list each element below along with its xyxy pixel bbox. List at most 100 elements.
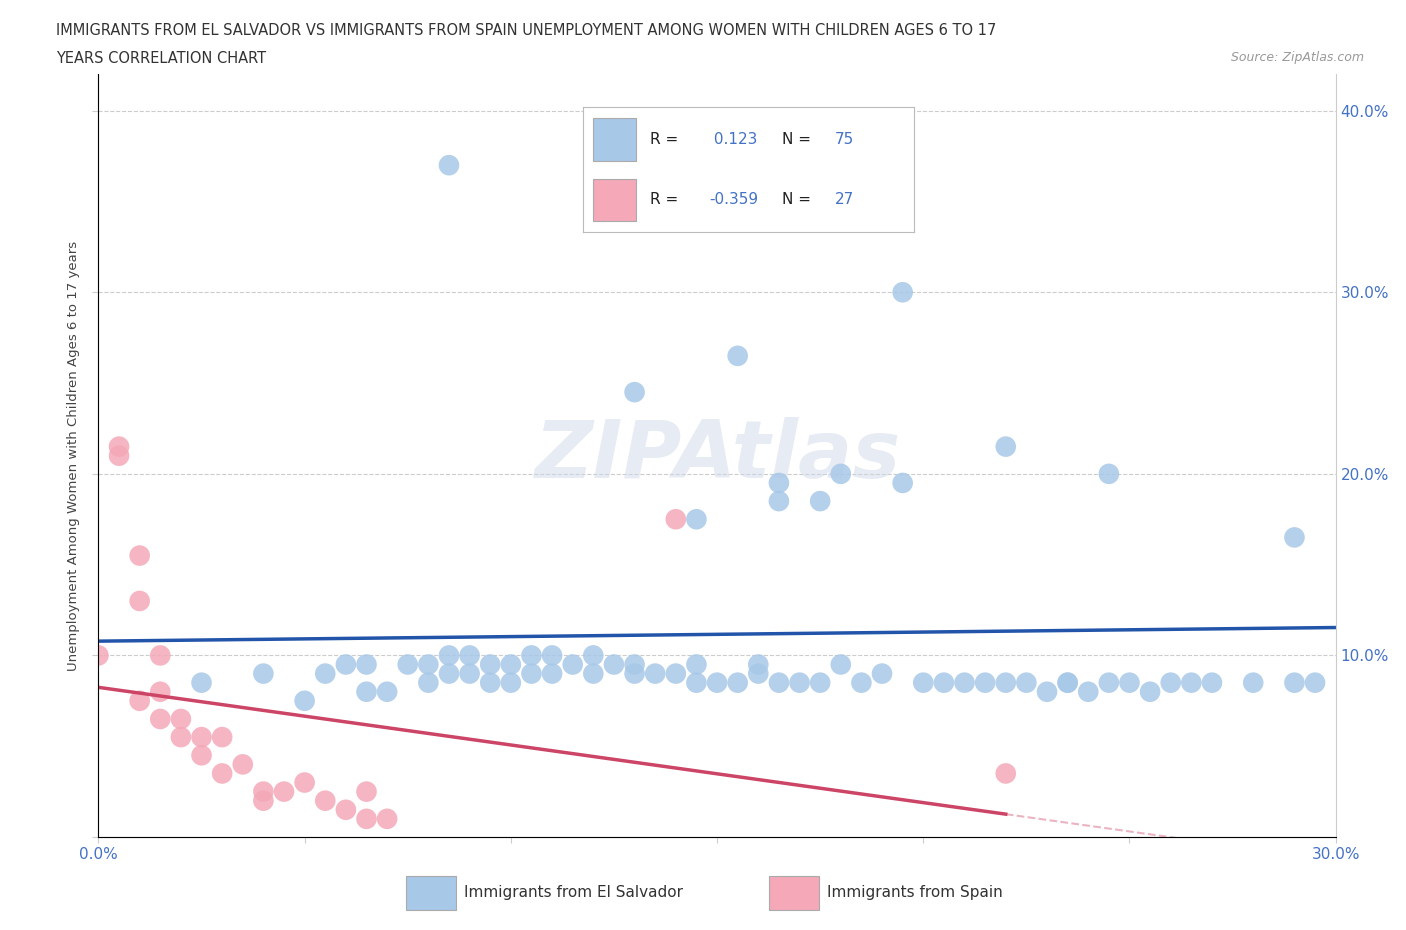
Point [437, 648, 460, 663]
Text: N =: N = [782, 193, 811, 207]
Point [520, 648, 543, 663]
Point [808, 675, 831, 690]
Point [149, 648, 172, 663]
Point [685, 675, 707, 690]
Point [149, 684, 172, 699]
Point [1241, 675, 1264, 690]
Point [1303, 675, 1326, 690]
Point [252, 784, 274, 799]
Point [851, 675, 873, 690]
Point [314, 666, 336, 681]
Point [582, 666, 605, 681]
Point [541, 666, 564, 681]
Point [727, 349, 749, 364]
Point [190, 748, 212, 763]
Point [789, 675, 811, 690]
Point [768, 675, 790, 690]
Point [1015, 675, 1038, 690]
Text: R =: R = [650, 132, 678, 147]
Point [479, 658, 502, 672]
Point [685, 658, 707, 672]
Bar [769, 876, 820, 910]
Point [170, 711, 193, 726]
Point [994, 675, 1017, 690]
Point [582, 648, 605, 663]
Point [190, 675, 212, 690]
Point [603, 658, 626, 672]
Point [644, 666, 666, 681]
Point [1201, 675, 1223, 690]
Point [499, 675, 522, 690]
Bar [405, 876, 456, 910]
Point [314, 793, 336, 808]
Point [1284, 530, 1306, 545]
Point [623, 666, 645, 681]
Point [623, 658, 645, 672]
Point [294, 694, 316, 709]
Point [974, 675, 997, 690]
Text: R =: R = [650, 193, 678, 207]
Point [706, 675, 728, 690]
Point [1036, 684, 1059, 699]
Point [1139, 684, 1161, 699]
Point [747, 658, 769, 672]
Point [499, 658, 522, 672]
Point [768, 475, 790, 490]
Point [211, 766, 233, 781]
Point [418, 675, 440, 690]
Point [437, 666, 460, 681]
Point [418, 658, 440, 672]
Point [232, 757, 254, 772]
Point [891, 285, 914, 299]
Point [458, 648, 481, 663]
Point [685, 512, 707, 526]
Point [356, 784, 378, 799]
Point [170, 730, 193, 745]
Point [211, 730, 233, 745]
Text: 0.123: 0.123 [709, 132, 758, 147]
Point [273, 784, 295, 799]
Point [396, 658, 419, 672]
Point [149, 711, 172, 726]
Point [294, 775, 316, 790]
Text: 27: 27 [835, 193, 853, 207]
Point [932, 675, 955, 690]
Text: Source: ZipAtlas.com: Source: ZipAtlas.com [1230, 51, 1364, 64]
Point [665, 512, 688, 526]
Point [747, 666, 769, 681]
Point [479, 675, 502, 690]
Point [87, 648, 110, 663]
Point [1284, 675, 1306, 690]
Text: ZIPAtlas: ZIPAtlas [534, 417, 900, 495]
Point [953, 675, 976, 690]
Bar [593, 179, 637, 221]
Point [375, 811, 398, 826]
Point [335, 658, 357, 672]
Text: YEARS CORRELATION CHART: YEARS CORRELATION CHART [56, 51, 266, 66]
Point [128, 593, 150, 608]
Point [1098, 467, 1121, 482]
Point [356, 811, 378, 826]
Text: N =: N = [782, 132, 811, 147]
Point [1098, 675, 1121, 690]
Text: IMMIGRANTS FROM EL SALVADOR VS IMMIGRANTS FROM SPAIN UNEMPLOYMENT AMONG WOMEN WI: IMMIGRANTS FROM EL SALVADOR VS IMMIGRANT… [56, 23, 997, 38]
Point [1077, 684, 1099, 699]
Point [830, 467, 852, 482]
Point [665, 666, 688, 681]
Point [437, 158, 460, 173]
Point [768, 494, 790, 509]
Text: 75: 75 [835, 132, 853, 147]
Text: Immigrants from Spain: Immigrants from Spain [827, 885, 1002, 900]
Point [623, 385, 645, 400]
Point [912, 675, 935, 690]
Text: Immigrants from El Salvador: Immigrants from El Salvador [464, 885, 683, 900]
Point [994, 766, 1017, 781]
Text: -0.359: -0.359 [709, 193, 758, 207]
Point [1180, 675, 1202, 690]
Point [335, 803, 357, 817]
Point [891, 475, 914, 490]
Point [1056, 675, 1078, 690]
Point [356, 684, 378, 699]
Point [830, 658, 852, 672]
Point [727, 675, 749, 690]
